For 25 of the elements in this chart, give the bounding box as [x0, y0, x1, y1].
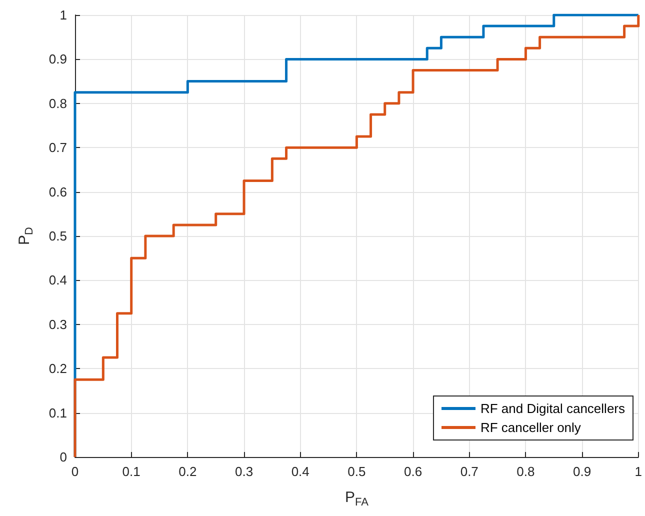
x-tick-label: 0.5 — [348, 464, 366, 479]
legend-label: RF canceller only — [480, 420, 582, 435]
x-tick-label: 0.9 — [573, 464, 592, 479]
x-tick-label: 0.6 — [404, 464, 422, 479]
y-tick-label: 0.3 — [48, 316, 67, 332]
y-tick-label: 0.7 — [48, 140, 67, 156]
y-tick-label: 0.8 — [48, 96, 67, 111]
y-tick-label: 0.1 — [48, 405, 67, 420]
y-tick-label: 0 — [60, 450, 67, 464]
y-tick-label: 0.4 — [48, 272, 67, 288]
y-tick-label: 0.9 — [48, 52, 67, 67]
x-tick-label: 0.7 — [460, 464, 478, 479]
y-tick-label: 0.5 — [48, 228, 67, 244]
x-tick-label: 0.4 — [291, 464, 310, 479]
y-tick-label: 0.2 — [48, 361, 67, 376]
x-tick-label: 1 — [634, 464, 642, 479]
x-tick-label: 0 — [71, 464, 79, 479]
legend-label: RF and Digital cancellers — [480, 401, 626, 416]
x-tick-label: 0.2 — [178, 464, 197, 479]
x-tick-label: 0.3 — [234, 464, 254, 479]
y-axis-title: PD — [16, 226, 36, 245]
x-tick-label: 0.1 — [122, 464, 140, 479]
x-tick-label: 0.8 — [516, 464, 535, 479]
y-tick-label: 0.6 — [48, 184, 67, 200]
y-tick-label: 1 — [60, 8, 67, 22]
